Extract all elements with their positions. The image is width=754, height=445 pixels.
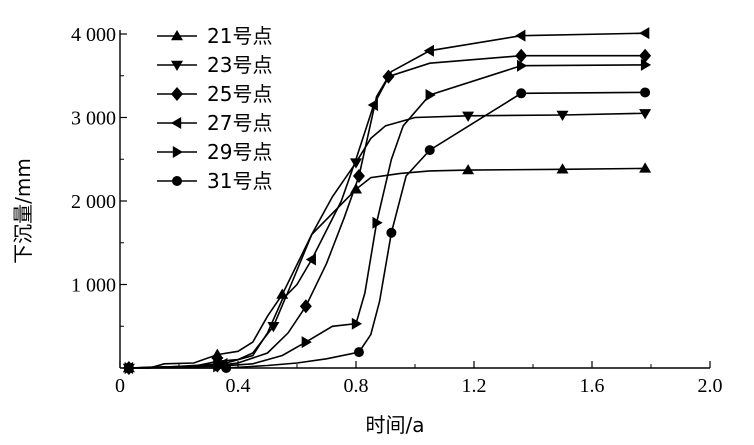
data-marker [424,145,435,156]
data-marker [350,158,362,169]
data-marker [123,363,134,373]
legend-label: 23号点 [207,53,272,77]
series-line-25 [128,54,646,369]
data-marker [462,111,475,122]
data-marker [640,87,651,98]
legend-marker [172,176,182,186]
legend-entry-23: 23号点 [157,53,272,77]
legend-marker [171,30,183,41]
legend: 21号点 23号点 25号点 27号点 29号点 31号点 [157,24,272,193]
legend-marker [171,87,183,101]
x-tick-label: 0.4 [226,375,251,397]
data-marker [515,48,528,63]
data-marker [640,58,652,71]
axes: 0 0.4 0.8 1.2 1.6 2.0 1 000 2 000 3 000 4 000 [71,24,723,397]
data-marker [639,109,652,120]
y-tick-label: 4 000 [71,24,116,46]
series-point-21 [122,162,652,373]
x-tick-label: 0.8 [344,375,369,397]
x-tick-label: 1.2 [462,375,487,397]
data-marker [639,27,650,40]
data-marker [423,44,434,57]
y-tick-label: 3 000 [71,108,116,130]
legend-label: 25号点 [207,82,272,106]
legend-marker [172,146,183,158]
data-marker [386,227,397,238]
data-marker [515,29,526,42]
legend-marker [171,60,183,71]
series-layer [122,27,652,375]
data-marker [516,88,527,99]
series-line-23 [128,112,646,369]
data-marker [639,162,652,173]
x-tick-label: 0 [115,375,125,397]
data-marker [372,216,383,229]
data-marker [639,48,652,63]
data-marker [367,98,378,111]
x-axis-label: 时间/a [366,413,425,437]
data-marker [517,59,528,72]
y-tick-label: 2 000 [71,191,116,213]
data-marker [305,253,316,266]
data-marker [213,360,224,373]
legend-label: 27号点 [207,111,272,135]
data-marker [352,168,365,183]
y-axis-label: 下沉量/mm [11,158,35,264]
series-point-29 [124,58,652,374]
series-line-21 [128,167,646,369]
legend-entry-29: 29号点 [157,140,272,164]
data-marker [462,164,475,175]
x-tick-label: 2.0 [698,375,723,397]
legend-entry-27: 27号点 [157,111,272,135]
data-marker [301,336,312,349]
legend-entry-25: 25号点 [157,82,272,106]
legend-label: 21号点 [207,24,272,48]
data-marker [556,110,569,121]
data-marker [425,88,436,101]
series-point-31 [123,87,651,373]
data-marker [299,299,312,314]
x-tick-label: 1.6 [580,375,605,397]
legend-entry-21: 21号点 [157,24,272,48]
data-marker [221,363,232,373]
data-marker [353,347,364,358]
y-tick-label: 1 000 [71,275,116,297]
series-line-29 [128,64,646,369]
legend-entry-31: 31号点 [157,169,272,193]
legend-label: 29号点 [207,140,272,164]
data-marker [351,317,362,330]
legend-label: 31号点 [207,169,272,193]
legend-marker [171,117,182,129]
data-marker [211,348,224,359]
series-point-25 [122,48,652,375]
data-marker [556,163,569,174]
series-point-23 [122,109,652,374]
